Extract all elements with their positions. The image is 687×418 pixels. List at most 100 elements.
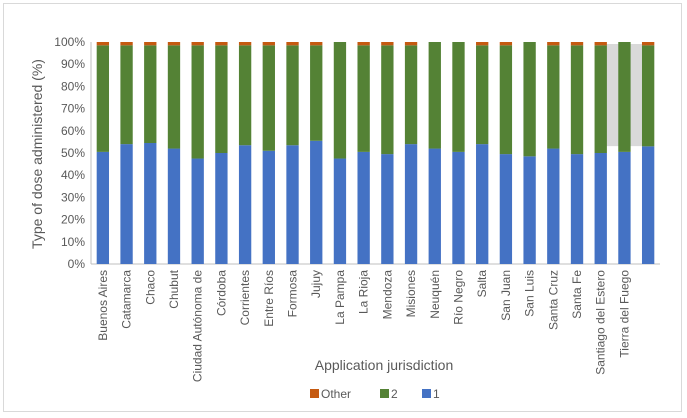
- bar-segment-series-1: [191, 158, 204, 264]
- bar-segment-series-other: [499, 42, 513, 46]
- y-tick-label: 0%: [68, 257, 86, 271]
- x-tick-labels: Buenos Aires Catamarca Chaco Chubut Ciudad A…: [96, 269, 632, 382]
- bar-segment-series-2: [428, 42, 441, 149]
- legend-label: 1: [433, 387, 440, 401]
- bar-segment-series-2: [144, 45, 157, 144]
- stacked-bar-chart: 0% 10% 20% 30% 40% 50% 60% 70% 80% 90% 100% Buenos…: [29, 35, 660, 401]
- x-tick-label: Catamarca: [120, 270, 134, 329]
- bar-segment-series-other: [594, 42, 607, 46]
- bar-segment-series-1: [381, 154, 394, 264]
- bar-segment-series-1: [547, 148, 560, 264]
- x-tick-label: Santa Cruz: [546, 270, 560, 330]
- y-tick-label: 100%: [54, 35, 85, 49]
- bar-segment-series-1: [404, 144, 418, 264]
- bar-segment-series-2: [594, 45, 607, 153]
- x-tick-label: Chubut: [167, 269, 181, 308]
- bar-segment-series-2: [286, 45, 299, 146]
- bar-segment-series-2: [310, 45, 323, 141]
- x-tick-label: Chaco: [143, 270, 157, 305]
- bar-segment-series-other: [215, 42, 228, 46]
- y-tick-label: 60%: [61, 124, 85, 138]
- bar-segment-series-2: [547, 45, 560, 149]
- bar-segment-series-2: [381, 45, 394, 155]
- bar-segment-series-2: [238, 45, 252, 146]
- x-tick-label: Río Negro: [451, 270, 465, 325]
- x-tick-label: San Juan: [499, 270, 513, 321]
- y-tick-label: 20%: [61, 213, 85, 227]
- bar-segment-series-other: [381, 42, 394, 46]
- x-tick-label: La Pampa: [333, 270, 347, 325]
- bar-segment-series-1: [333, 158, 347, 264]
- bar-segment-series-2: [570, 45, 584, 155]
- legend-label: Other: [321, 387, 351, 401]
- bar-segment-series-other: [476, 42, 489, 46]
- bar-segment-series-other: [262, 42, 275, 46]
- bar-segment-series-1: [167, 148, 181, 264]
- x-tick-label: Neuquén: [428, 270, 442, 319]
- bar-segment-series-other: [547, 42, 560, 46]
- bar-segment-series-1: [357, 151, 370, 264]
- bar-segment-series-2: [333, 42, 347, 159]
- y-axis-label: Type of dose administered (%): [29, 59, 45, 249]
- chart-frame: 0% 10% 20% 30% 40% 50% 60% 70% 80% 90% 100% Buenos…: [3, 3, 682, 412]
- bar-segment-series-2: [215, 45, 228, 153]
- y-tick-label: 90%: [61, 57, 85, 71]
- x-tick-label: Salta: [475, 270, 489, 298]
- x-tick-label: Tierra del Fuego: [617, 270, 631, 358]
- y-tick-label: 70%: [61, 102, 85, 116]
- y-tick-label: 50%: [61, 146, 85, 160]
- legend-swatch: [310, 389, 319, 398]
- legend: Other 2 1: [310, 387, 440, 401]
- bar-segment-series-1: [452, 151, 465, 264]
- x-tick-label: Buenos Aires: [96, 270, 110, 341]
- bar-segment-series-2: [120, 45, 133, 145]
- x-tick-label: La Rioja: [357, 270, 371, 314]
- bar-segment-series-other: [167, 42, 181, 46]
- bar-segment-series-1: [96, 151, 110, 264]
- bar-segment-series-1: [476, 144, 489, 264]
- x-tick-label: Jujuy: [309, 270, 323, 298]
- bar-segment-series-1: [570, 154, 584, 264]
- x-tick-label: Corrientes: [238, 270, 252, 325]
- bar-segment-series-1: [428, 148, 441, 264]
- bar-segment-series-2: [357, 45, 370, 152]
- bar-segment-series-other: [641, 42, 655, 46]
- bar-segment-series-1: [262, 150, 275, 264]
- bar-segment-series-other: [191, 42, 204, 46]
- y-tick-label: 10%: [61, 235, 85, 249]
- bars-layer: [96, 42, 655, 264]
- y-tick-label: 30%: [61, 190, 85, 204]
- bar-segment-series-2: [499, 45, 513, 155]
- bar-segment-series-1: [641, 146, 655, 264]
- bar-segment-series-2: [167, 45, 181, 149]
- x-tick-label: San Luis: [523, 270, 537, 317]
- bar-segment-series-other: [357, 42, 370, 46]
- x-tick-label: Mendoza: [380, 270, 394, 320]
- x-tick-label: Misiones: [404, 270, 418, 317]
- bar-segment-series-other: [96, 42, 110, 46]
- y-tick-label: 80%: [61, 79, 85, 93]
- bar-segment-series-2: [404, 45, 418, 145]
- legend-label: 2: [391, 387, 398, 401]
- bar-segment-series-other: [144, 42, 157, 46]
- bar-segment-series-2: [262, 45, 275, 151]
- bar-segment-series-2: [618, 42, 631, 152]
- bar-segment-series-other: [310, 42, 323, 46]
- bar-segment-series-other: [286, 42, 299, 46]
- bar-segment-series-2: [96, 45, 110, 152]
- x-tick-label: Entre Ríos: [262, 270, 276, 327]
- x-tick-label: Formosa: [286, 270, 300, 318]
- legend-swatch: [422, 389, 431, 398]
- bar-segment-series-2: [641, 45, 655, 147]
- legend-swatch: [380, 389, 389, 398]
- x-tick-label: Ciudad Autónoma de: [191, 270, 205, 382]
- bar-segment-series-1: [215, 153, 228, 264]
- bar-segment-series-1: [144, 143, 157, 264]
- x-tick-label: Santiago del Estero: [594, 270, 608, 375]
- bar-segment-series-1: [499, 154, 513, 264]
- bar-segment-series-2: [476, 45, 489, 145]
- bar-segment-series-1: [286, 145, 299, 264]
- bar-segment-series-1: [238, 145, 252, 264]
- bar-segment-series-2: [191, 45, 204, 159]
- x-axis-label: Application jurisdiction: [315, 357, 454, 373]
